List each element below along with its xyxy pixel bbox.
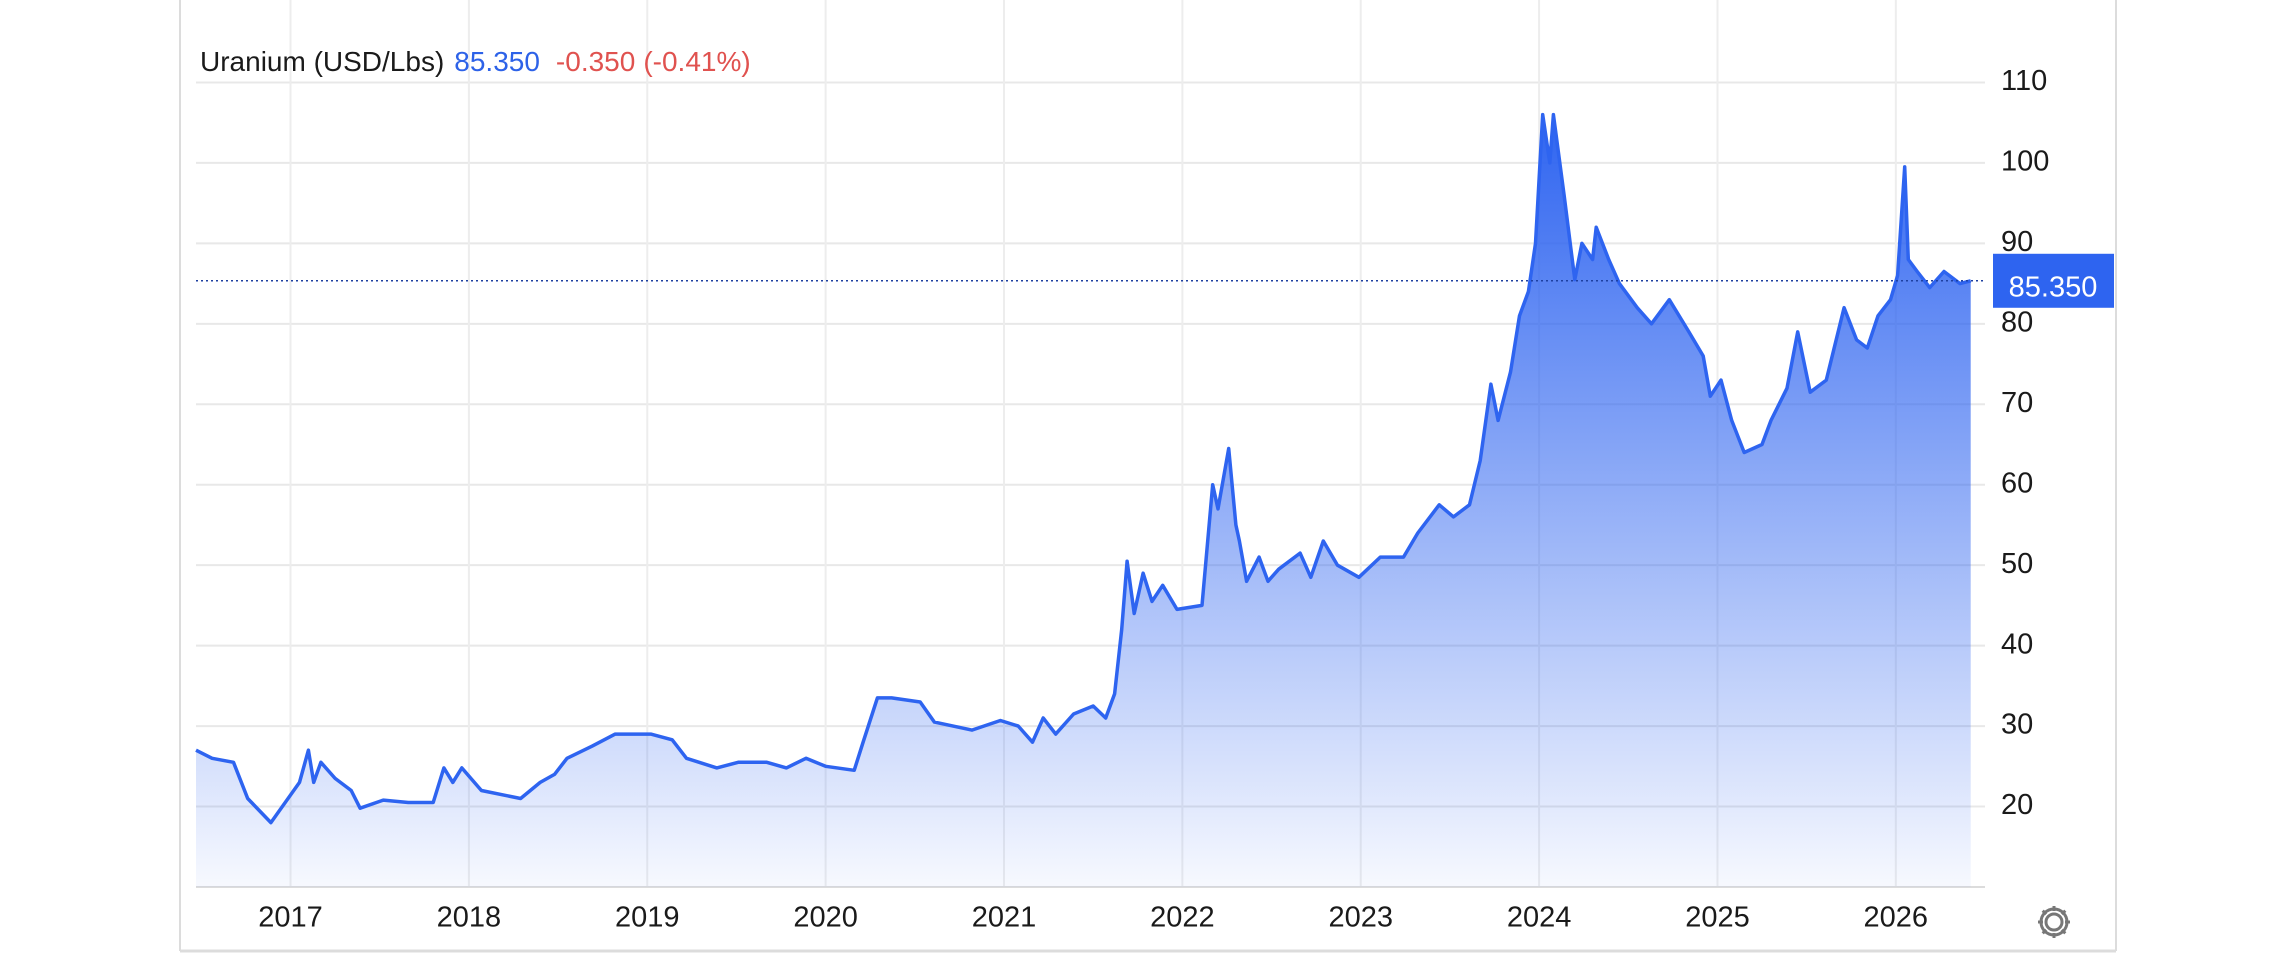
y-tick-label: 100 [2001,146,2049,178]
y-tick-label: 60 [2001,467,2033,499]
x-tick-label: 2023 [1328,902,1393,934]
x-tick-label: 2026 [1864,902,1929,934]
x-tick-label: 2020 [793,902,858,934]
instrument-title: Uranium (USD/Lbs) [200,46,445,77]
y-tick-label: 40 [2001,628,2033,660]
last-price-label: 85.350 [2009,271,2098,303]
x-tick-label: 2025 [1685,902,1750,934]
y-tick-label: 70 [2001,387,2033,419]
y-tick-label: 30 [2001,709,2033,741]
last-price: 85.350 [454,46,540,77]
y-tick-label: 80 [2001,306,2033,338]
y-tick-label: 90 [2001,226,2033,258]
settings-icon[interactable] [2038,906,2070,938]
area-fill [196,114,1971,888]
x-tick-label: 2024 [1507,902,1572,934]
x-tick-label: 2018 [437,902,502,934]
price-change-percent: (-0.41%) [643,46,751,77]
x-tick-label: 2019 [615,902,680,934]
x-tick-label: 2017 [258,902,323,934]
y-tick-label: 20 [2001,789,2033,821]
price-line [195,112,1972,825]
y-tick-label: 110 [2001,65,2047,97]
x-tick-label: 2021 [972,902,1037,934]
header: Uranium (USD/Lbs) 85.350 -0.350 (-0.41%) [200,46,751,78]
x-tick-label: 2022 [1150,902,1215,934]
price-change: -0.350 [555,46,636,77]
y-tick-label: 50 [2001,548,2033,580]
last-price-box [1993,253,2114,308]
